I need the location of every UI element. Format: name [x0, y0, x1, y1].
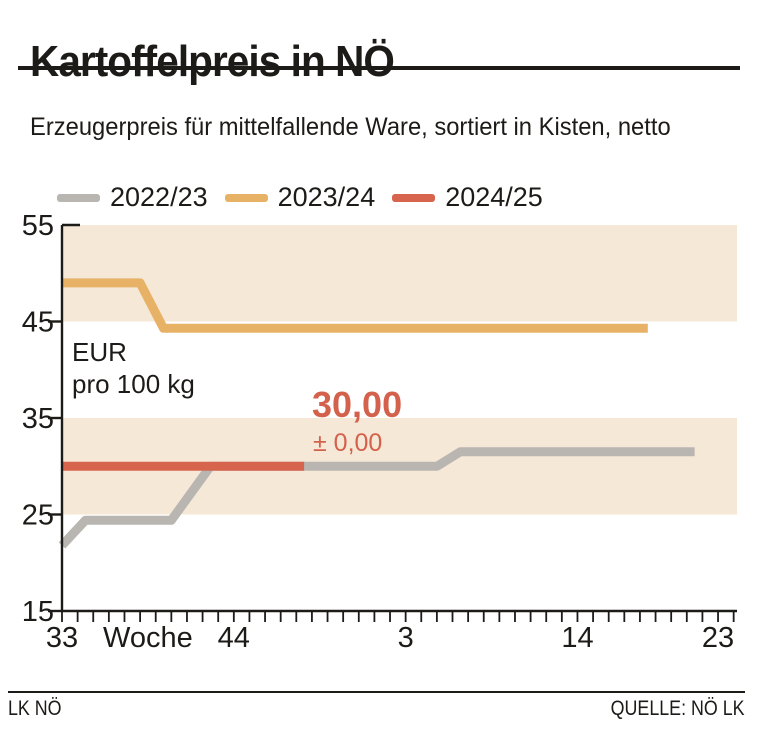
chart-subtitle: Erzeugerpreis für mittelfallende Ware, s…: [30, 111, 744, 144]
chart-legend: 2022/23 2023/24 2024/25: [57, 182, 543, 213]
y-tick-label-15: 15: [22, 596, 54, 628]
legend-item-2024-25: 2024/25: [392, 182, 543, 213]
page-title: Kartoffelpreis in NÖ: [30, 37, 426, 87]
current-price-annotation: 30,00: [312, 384, 402, 425]
series-line-2023-24: [62, 278, 648, 333]
legend-label-2024-25: 2024/25: [445, 182, 543, 212]
y-unit-label-line1: EUR: [72, 337, 127, 367]
y-tick-label-35: 35: [22, 403, 54, 435]
legend-item-2023-24: 2023/24: [224, 182, 376, 213]
y-tick-label-25: 25: [22, 500, 54, 532]
legend-label-2022-23: 2022/23: [110, 182, 208, 212]
legend-item-2022-23: 2022/23: [57, 182, 208, 213]
x-tick-label-23: 23: [702, 622, 734, 654]
x-tick-label-44: 44: [218, 622, 250, 654]
y-tick-label-45: 45: [22, 307, 54, 339]
legend-label-2023-24: 2023/24: [277, 182, 376, 212]
footer-source-left: LK NÖ: [8, 697, 62, 720]
chart-axes: [48, 223, 737, 622]
x-tick-label-Woche: Woche: [103, 622, 193, 654]
legend-swatch-2022-23: [57, 193, 100, 202]
chart-series: [58, 278, 695, 549]
y-unit-label-line2: pro 100 kg: [72, 369, 195, 399]
x-tick-label-14: 14: [561, 622, 593, 654]
footer-rule: [8, 691, 745, 693]
y-tick-label-55: 55: [22, 215, 54, 242]
legend-swatch-2024-25: [392, 193, 436, 202]
chart-subtitle-text: Erzeugerpreis für mittelfallende Ware, s…: [30, 113, 671, 141]
title-rule: [18, 66, 740, 70]
page-title-text: Kartoffelpreis in NÖ: [30, 37, 395, 87]
legend-swatch-2023-24: [224, 193, 268, 202]
x-tick-label-33: 33: [46, 622, 78, 654]
x-tick-label-3: 3: [398, 622, 414, 654]
band-45-55: [62, 225, 737, 322]
footer-source-right: QUELLE: NÖ LK: [611, 697, 745, 720]
price-change-annotation: ± 0,00: [313, 429, 382, 457]
